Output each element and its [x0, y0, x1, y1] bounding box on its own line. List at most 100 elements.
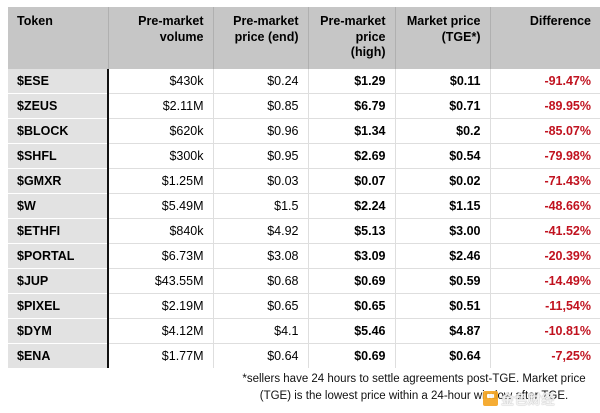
- cell-difference: -10.81%: [490, 318, 600, 344]
- cell-premarket-price-high: $2.24: [308, 193, 396, 219]
- cell-premarket-volume: $840k: [108, 218, 214, 244]
- cell-difference: -41.52%: [490, 218, 600, 244]
- column-header-market-price-tge-line1: Market price: [406, 14, 481, 28]
- cell-premarket-price-end: $0.03: [213, 168, 309, 194]
- cell-premarket-volume: $620k: [108, 118, 214, 144]
- cell-premarket-price-end: $0.64: [213, 343, 309, 369]
- cell-premarket-price-end: $4.1: [213, 318, 309, 344]
- cell-premarket-price-high: $0.07: [308, 168, 396, 194]
- cell-market-price-tge: $0.64: [395, 343, 491, 369]
- cell-premarket-price-end: $0.96: [213, 118, 309, 144]
- cell-token: $PIXEL: [8, 293, 109, 319]
- cell-premarket-price-end: $4.92: [213, 218, 309, 244]
- cell-premarket-price-end: $0.85: [213, 93, 309, 119]
- cell-difference: -89.95%: [490, 93, 600, 119]
- cell-difference: -91.47%: [490, 68, 600, 94]
- cell-difference: -79.98%: [490, 143, 600, 169]
- cell-premarket-volume: $2.11M: [108, 93, 214, 119]
- footnote: *sellers have 24 hours to settle agreeme…: [236, 371, 592, 404]
- cell-market-price-tge: $0.51: [395, 293, 491, 319]
- cell-token: $W: [8, 193, 109, 219]
- cell-premarket-volume: $2.19M: [108, 293, 214, 319]
- cell-token: $JUP: [8, 268, 109, 294]
- table-header: Token Pre-market volume Pre-market price…: [8, 7, 600, 69]
- cell-token: $PORTAL: [8, 243, 109, 269]
- cell-premarket-price-high: $1.34: [308, 118, 396, 144]
- cell-difference: -14.49%: [490, 268, 600, 294]
- cell-market-price-tge: $0.11: [395, 68, 491, 94]
- cell-premarket-price-end: $0.65: [213, 293, 309, 319]
- table-row: $PORTAL $6.73M $3.08 $3.09 $2.46 -20.39%: [8, 243, 600, 269]
- cell-premarket-price-high: $1.29: [308, 68, 396, 94]
- cell-premarket-volume: $1.77M: [108, 343, 214, 369]
- table-row: $BLOCK $620k $0.96 $1.34 $0.2 -85.07%: [8, 118, 600, 144]
- table-row: $GMXR $1.25M $0.03 $0.07 $0.02 -71.43%: [8, 168, 600, 194]
- footnote-line-2: (TGE) is the lowest price within a 24-ho…: [259, 389, 569, 402]
- cell-premarket-price-high: $0.65: [308, 293, 396, 319]
- table-row: $ETHFI $840k $4.92 $5.13 $3.00 -41.52%: [8, 218, 600, 244]
- table-row: $PIXEL $2.19M $0.65 $0.65 $0.51 -11,54%: [8, 293, 600, 319]
- cell-token: $ESE: [8, 68, 109, 94]
- cell-premarket-volume: $430k: [108, 68, 214, 94]
- cell-market-price-tge: $2.46: [395, 243, 491, 269]
- column-header-premarket-price-end-line2: price (end): [234, 29, 299, 44]
- cell-difference: -11,54%: [490, 293, 600, 319]
- table-row: $SHFL $300k $0.95 $2.69 $0.54 -79.98%: [8, 143, 600, 169]
- column-header-premarket-price-end-line1: Pre-market: [233, 14, 299, 28]
- cell-token: $ZEUS: [8, 93, 109, 119]
- cell-market-price-tge: $0.71: [395, 93, 491, 119]
- cell-market-price-tge: $0.2: [395, 118, 491, 144]
- table-row: $ESE $430k $0.24 $1.29 $0.11 -91.47%: [8, 68, 600, 94]
- cell-premarket-price-high: $5.46: [308, 318, 396, 344]
- cell-premarket-price-high: $3.09: [308, 243, 396, 269]
- cell-premarket-volume: $4.12M: [108, 318, 214, 344]
- column-header-premarket-price-end: Pre-market price (end): [213, 7, 309, 69]
- cell-difference: -20.39%: [490, 243, 600, 269]
- cell-premarket-price-end: $1.5: [213, 193, 309, 219]
- cell-market-price-tge: $4.87: [395, 318, 491, 344]
- column-header-premarket-price-high: Pre-market price (high): [308, 7, 396, 69]
- cell-token: $GMXR: [8, 168, 109, 194]
- column-header-market-price-tge-line2: (TGE*): [441, 29, 481, 44]
- column-header-premarket-price-high-line2: price (high): [350, 29, 386, 60]
- cell-premarket-volume: $1.25M: [108, 168, 214, 194]
- cell-token: $ETHFI: [8, 218, 109, 244]
- cell-token: $BLOCK: [8, 118, 109, 144]
- cell-premarket-volume: $5.49M: [108, 193, 214, 219]
- cell-premarket-volume: $43.55M: [108, 268, 214, 294]
- cell-premarket-volume: $300k: [108, 143, 214, 169]
- cell-difference: -71.43%: [490, 168, 600, 194]
- column-header-premarket-volume-line1: Pre-market: [138, 14, 204, 28]
- footnote-line-1: *sellers have 24 hours to settle agreeme…: [242, 373, 586, 385]
- cell-market-price-tge: $0.02: [395, 168, 491, 194]
- cell-premarket-price-end: $0.95: [213, 143, 309, 169]
- cell-premarket-price-end: $0.24: [213, 68, 309, 94]
- table-body: $ESE $430k $0.24 $1.29 $0.11 -91.47% $ZEUS $2.1…: [8, 68, 600, 369]
- cell-difference: -85.07%: [490, 118, 600, 144]
- table-row: $JUP $43.55M $0.68 $0.69 $0.59 -14.49%: [8, 268, 600, 294]
- column-header-difference: Difference: [490, 7, 600, 69]
- column-header-premarket-volume: Pre-market volume: [108, 7, 214, 69]
- cell-premarket-price-end: $0.68: [213, 268, 309, 294]
- table-row: $ENA $1.77M $0.64 $0.69 $0.64 -7,25%: [8, 343, 600, 369]
- table-row: $ZEUS $2.11M $0.85 $6.79 $0.71 -89.95%: [8, 93, 600, 119]
- cell-difference: -7,25%: [551, 349, 591, 364]
- cell-token: $DYM: [8, 318, 109, 344]
- cell-token: $SHFL: [8, 143, 109, 169]
- column-header-market-price-tge: Market price (TGE*): [395, 7, 491, 69]
- column-header-premarket-volume-line2: volume: [159, 29, 204, 44]
- table-row: $DYM $4.12M $4.1 $5.46 $4.87 -10.81%: [8, 318, 600, 344]
- cell-token: $ENA: [8, 343, 109, 369]
- cell-premarket-price-high: $0.69: [308, 268, 396, 294]
- column-header-premarket-price-high-line1: Pre-market: [320, 14, 386, 28]
- table-row: $W $5.49M $1.5 $2.24 $1.15 -48.66%: [8, 193, 600, 219]
- cell-premarket-price-end: $3.08: [213, 243, 309, 269]
- cell-difference: -48.66%: [490, 193, 600, 219]
- premarket-vs-market-price-table: Token Pre-market volume Pre-market price…: [8, 7, 600, 369]
- cell-premarket-volume: $6.73M: [108, 243, 214, 269]
- cell-premarket-price-high: $2.69: [308, 143, 396, 169]
- cell-market-price-tge: $1.15: [395, 193, 491, 219]
- cell-market-price-tge: $0.59: [395, 268, 491, 294]
- table-header-row: Token Pre-market volume Pre-market price…: [8, 7, 600, 69]
- cell-market-price-tge: $0.54: [395, 143, 491, 169]
